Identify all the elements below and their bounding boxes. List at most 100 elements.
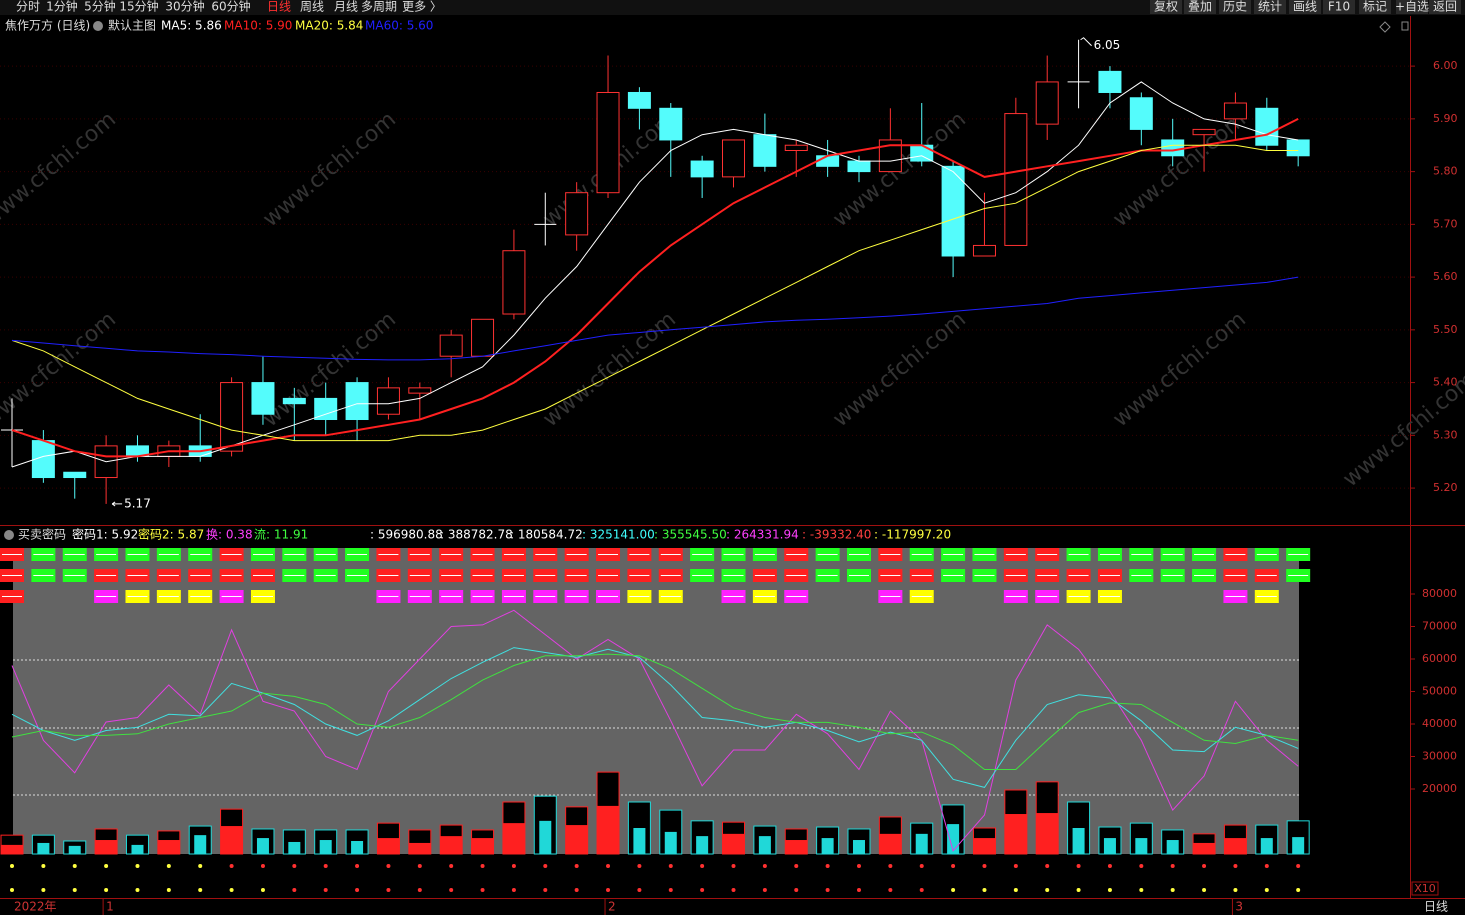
period-label[interactable]: 日线 — [1424, 900, 1448, 914]
candle-body — [1223, 102, 1247, 120]
signal-dot — [1107, 888, 1112, 892]
toolbar-button-bg[interactable] — [1184, 0, 1216, 14]
signal-dot — [1202, 888, 1207, 892]
bar-inner — [539, 820, 552, 854]
year-label: 2022年 — [14, 900, 57, 914]
candle-body — [722, 139, 746, 178]
toolbar-tab[interactable]: 周线 — [300, 0, 324, 14]
indicator-icon[interactable] — [4, 530, 14, 540]
candle-body — [220, 382, 244, 452]
bar-inner — [220, 826, 243, 854]
y-tick-label: 5.50 — [1433, 323, 1458, 336]
toolbar-button-bg[interactable] — [1254, 0, 1286, 14]
candle-body — [502, 250, 526, 315]
toolbar-button[interactable]: 叠加 — [1188, 0, 1212, 14]
signal-dot — [511, 864, 516, 868]
bar-inner — [351, 841, 364, 854]
indicator-value: 密码2: 5.87 — [138, 527, 204, 542]
toolbar-button-bg[interactable] — [1429, 0, 1461, 14]
bar-inner — [408, 842, 431, 854]
toolbar-button[interactable]: F10 — [1328, 0, 1350, 14]
bar-inner — [947, 824, 960, 854]
bar-inner — [1224, 838, 1247, 854]
template-icon[interactable] — [93, 21, 103, 31]
indicator-value: 密码1: 5.92 — [72, 527, 138, 542]
toolbar-tab[interactable]: 更多 〉 — [402, 0, 442, 14]
indicator-title[interactable]: 买卖密码 — [18, 527, 66, 542]
bar-inner — [1036, 813, 1059, 854]
candle-body — [1286, 139, 1310, 157]
toolbar-button-bg[interactable] — [1359, 0, 1391, 14]
bar-inner — [256, 838, 269, 854]
toolbar-button-bg[interactable] — [1219, 0, 1251, 14]
signal-dot — [41, 864, 46, 868]
candle-body — [816, 155, 840, 167]
zoom-box[interactable] — [1411, 881, 1439, 896]
toolbar-tab[interactable]: 多周期 — [361, 0, 397, 14]
stock-title: 焦作万方 (日线) — [5, 18, 90, 33]
toolbar-tab[interactable]: 30分钟 — [165, 0, 204, 14]
diamond-icon[interactable] — [1379, 21, 1391, 33]
indicator-value: : 355545.50 — [654, 528, 727, 542]
signal-dot — [1139, 888, 1144, 892]
candle-body — [1129, 97, 1153, 130]
indicator-value: 换: 0.38 — [206, 528, 253, 542]
bar-inner — [1, 844, 23, 854]
y-tick-label: 5.80 — [1433, 165, 1458, 178]
scroll-icon[interactable] — [1401, 21, 1409, 31]
toolbar-button[interactable]: 画线 — [1293, 0, 1317, 14]
signal-dot — [260, 864, 265, 868]
toolbar-tab[interactable]: 月线 — [334, 0, 358, 14]
candle-body — [376, 387, 400, 415]
signal-dot — [606, 888, 611, 892]
ma-line — [11, 144, 1299, 442]
toolbar-button[interactable]: 标记 — [1363, 0, 1387, 14]
y-tick-label: 5.90 — [1433, 112, 1458, 125]
candle-body — [282, 397, 306, 405]
zoom-label[interactable]: X10 — [1414, 882, 1436, 895]
template-name[interactable]: 默认主图 — [108, 18, 156, 33]
indicator-value: : 596980.88 — [370, 528, 443, 542]
bar-inner — [319, 840, 332, 854]
signal-dot — [198, 888, 203, 892]
indicator-value: : 388782.78 — [440, 528, 513, 542]
y-tick-label: 50000 — [1422, 685, 1457, 698]
signal-dot — [888, 864, 893, 868]
y-tick-label: 5.70 — [1433, 217, 1458, 230]
signal-dot — [104, 888, 109, 892]
toolbar-tab[interactable]: 日线 — [267, 0, 291, 14]
bar-inner — [95, 840, 118, 854]
signal-dot — [1233, 864, 1238, 868]
high-label: 6.05 — [1094, 38, 1121, 52]
toolbar-tab[interactable]: 1分钟 — [46, 0, 78, 14]
toolbar-button[interactable]: 历史 — [1223, 0, 1247, 14]
signal-dot — [982, 864, 987, 868]
signal-dot — [355, 864, 360, 868]
toolbar-button-bg[interactable] — [1323, 0, 1355, 14]
signal-dot — [135, 888, 140, 892]
signal-dot — [982, 888, 987, 892]
ma-legend: MA5: 5.86 — [161, 19, 222, 33]
ma-line — [11, 276, 1299, 361]
bar-inner — [502, 823, 525, 854]
y-tick-label: 20000 — [1422, 782, 1457, 795]
signal-dot — [1013, 888, 1018, 892]
signal-dot — [1233, 888, 1238, 892]
toolbar-tab[interactable]: 60分钟 — [211, 0, 250, 14]
signal-dot — [762, 888, 767, 892]
toolbar-button-bg[interactable] — [1396, 0, 1428, 14]
low-arrow — [111, 501, 123, 507]
ma-legend: MA20: 5.84 — [295, 19, 363, 33]
toolbar-button-bg[interactable] — [1289, 0, 1321, 14]
toolbar-tab[interactable]: 分时 — [16, 0, 40, 14]
toolbar-button[interactable]: 返回 — [1433, 0, 1457, 14]
toolbar-button-bg[interactable] — [1150, 0, 1182, 14]
signal-dot — [1264, 864, 1269, 868]
toolbar-button[interactable]: 复权 — [1154, 0, 1178, 14]
toolbar-tab[interactable]: 15分钟 — [119, 0, 158, 14]
signal-dot — [323, 888, 328, 892]
toolbar-tab[interactable]: 5分钟 — [84, 0, 116, 14]
toolbar-button[interactable]: +自选 — [1395, 0, 1429, 14]
toolbar-button[interactable]: 统计 — [1258, 0, 1282, 14]
bar-inner — [1292, 837, 1305, 854]
